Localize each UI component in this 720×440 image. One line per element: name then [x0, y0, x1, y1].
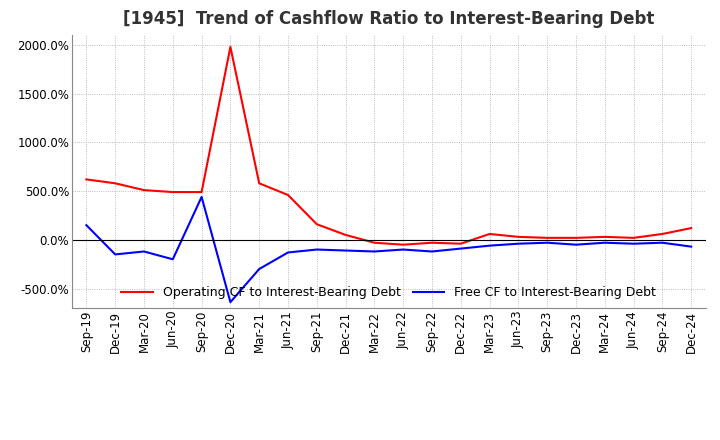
Free CF to Interest-Bearing Debt	[514, 241, 523, 246]
Free CF to Interest-Bearing Debt	[226, 300, 235, 305]
Free CF to Interest-Bearing Debt	[197, 194, 206, 200]
Operating CF to Interest-Bearing Debt	[456, 241, 465, 246]
Operating CF to Interest-Bearing Debt	[600, 234, 609, 239]
Operating CF to Interest-Bearing Debt	[514, 234, 523, 239]
Title: [1945]  Trend of Cashflow Ratio to Interest-Bearing Debt: [1945] Trend of Cashflow Ratio to Intere…	[123, 10, 654, 28]
Free CF to Interest-Bearing Debt	[428, 249, 436, 254]
Operating CF to Interest-Bearing Debt	[543, 235, 552, 241]
Free CF to Interest-Bearing Debt	[658, 240, 667, 246]
Operating CF to Interest-Bearing Debt	[485, 231, 494, 237]
Operating CF to Interest-Bearing Debt	[197, 189, 206, 194]
Free CF to Interest-Bearing Debt	[543, 240, 552, 246]
Free CF to Interest-Bearing Debt	[399, 247, 408, 252]
Legend: Operating CF to Interest-Bearing Debt, Free CF to Interest-Bearing Debt: Operating CF to Interest-Bearing Debt, F…	[117, 282, 661, 304]
Free CF to Interest-Bearing Debt	[687, 244, 696, 249]
Operating CF to Interest-Bearing Debt	[140, 187, 148, 193]
Operating CF to Interest-Bearing Debt	[312, 222, 321, 227]
Free CF to Interest-Bearing Debt	[168, 257, 177, 262]
Free CF to Interest-Bearing Debt	[140, 249, 148, 254]
Operating CF to Interest-Bearing Debt	[428, 240, 436, 246]
Operating CF to Interest-Bearing Debt	[341, 232, 350, 238]
Free CF to Interest-Bearing Debt	[456, 246, 465, 251]
Operating CF to Interest-Bearing Debt	[687, 225, 696, 231]
Free CF to Interest-Bearing Debt	[370, 249, 379, 254]
Free CF to Interest-Bearing Debt	[341, 248, 350, 253]
Line: Free CF to Interest-Bearing Debt: Free CF to Interest-Bearing Debt	[86, 197, 691, 302]
Free CF to Interest-Bearing Debt	[629, 241, 638, 246]
Operating CF to Interest-Bearing Debt	[572, 235, 580, 241]
Operating CF to Interest-Bearing Debt	[370, 240, 379, 246]
Free CF to Interest-Bearing Debt	[572, 242, 580, 247]
Line: Operating CF to Interest-Bearing Debt: Operating CF to Interest-Bearing Debt	[86, 47, 691, 245]
Operating CF to Interest-Bearing Debt	[226, 44, 235, 50]
Operating CF to Interest-Bearing Debt	[168, 189, 177, 194]
Operating CF to Interest-Bearing Debt	[82, 177, 91, 182]
Operating CF to Interest-Bearing Debt	[658, 231, 667, 237]
Free CF to Interest-Bearing Debt	[284, 250, 292, 255]
Free CF to Interest-Bearing Debt	[600, 240, 609, 246]
Operating CF to Interest-Bearing Debt	[284, 192, 292, 198]
Free CF to Interest-Bearing Debt	[312, 247, 321, 252]
Free CF to Interest-Bearing Debt	[111, 252, 120, 257]
Operating CF to Interest-Bearing Debt	[255, 181, 264, 186]
Operating CF to Interest-Bearing Debt	[111, 181, 120, 186]
Free CF to Interest-Bearing Debt	[485, 243, 494, 248]
Free CF to Interest-Bearing Debt	[255, 266, 264, 271]
Free CF to Interest-Bearing Debt	[82, 223, 91, 228]
Operating CF to Interest-Bearing Debt	[629, 235, 638, 241]
Operating CF to Interest-Bearing Debt	[399, 242, 408, 247]
